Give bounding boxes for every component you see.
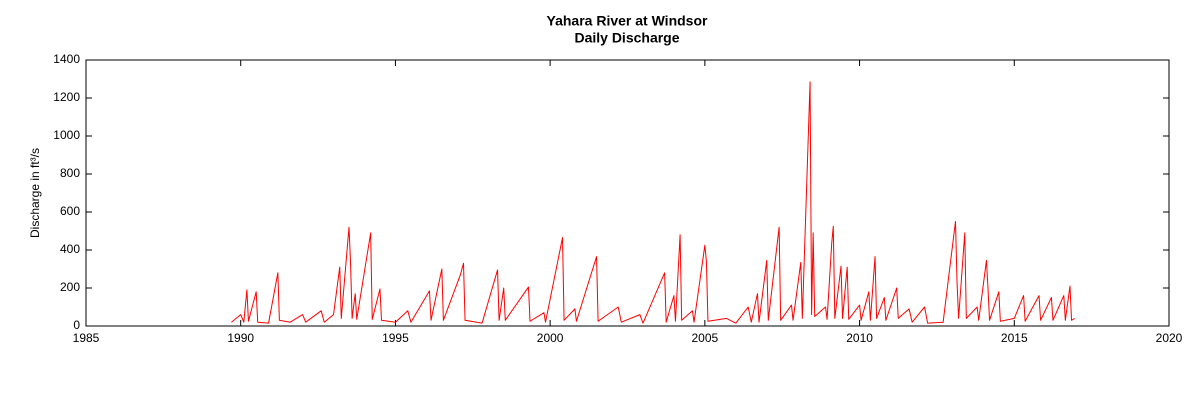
plot-frame <box>85 59 1170 327</box>
x-tick-label: 2015 <box>1001 331 1028 345</box>
y-tick-label: 600 <box>60 204 80 218</box>
y-tick-label: 800 <box>60 166 80 180</box>
chart-subtitle: Daily Discharge <box>574 30 679 46</box>
y-tick-label: 1000 <box>53 128 80 142</box>
x-tick-label: 1990 <box>227 331 254 345</box>
y-axis-label: Discharge in ft³/s <box>28 148 42 238</box>
y-tick-label: 200 <box>60 280 80 294</box>
y-tick-label: 1200 <box>53 90 80 104</box>
discharge-line <box>231 81 1075 324</box>
x-tick-label: 2010 <box>846 331 873 345</box>
x-tick-label: 2005 <box>692 331 719 345</box>
x-tick-label: 2020 <box>1156 331 1183 345</box>
y-tick-label: 400 <box>60 242 80 256</box>
y-tick-label: 0 <box>73 318 80 332</box>
x-tick-label: 1985 <box>73 331 100 345</box>
x-tick-label: 1995 <box>382 331 409 345</box>
x-tick-label: 2000 <box>537 331 564 345</box>
y-tick-label: 1400 <box>53 52 80 66</box>
chart-title: Yahara River at Windsor <box>547 13 708 29</box>
